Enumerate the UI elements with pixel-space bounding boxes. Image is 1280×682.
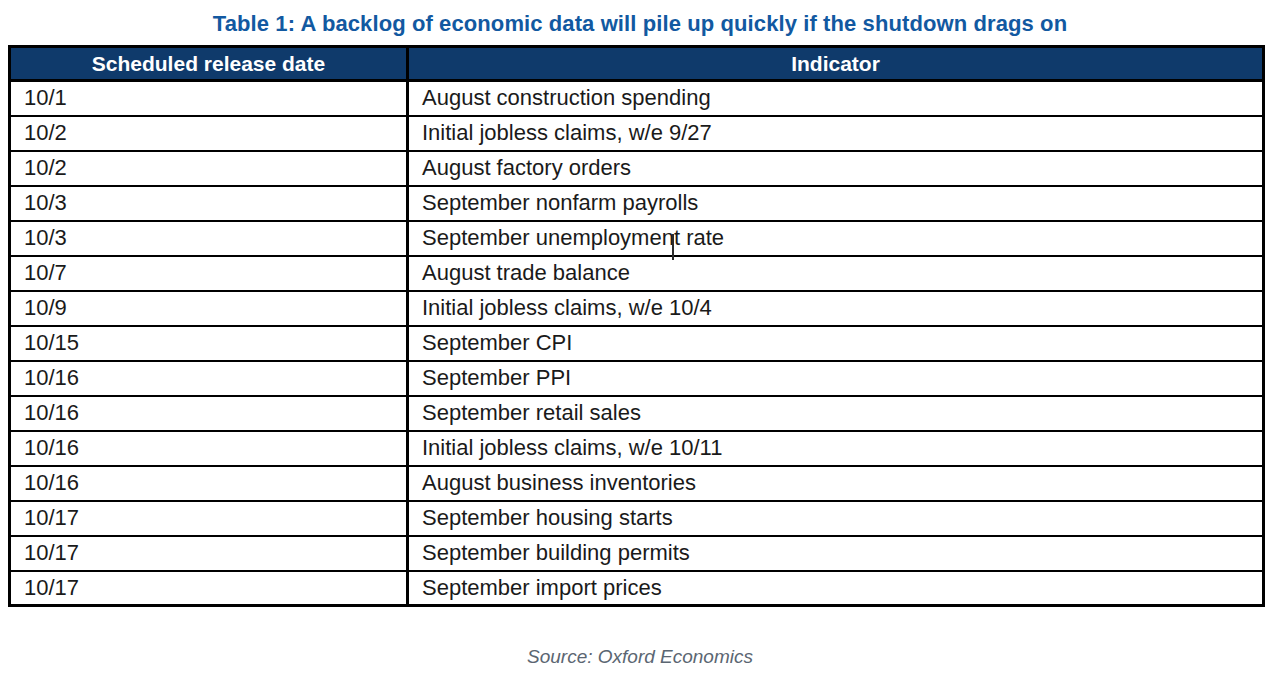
table-row: 10/16September PPI — [10, 361, 1264, 396]
release-date-cell: 10/3 — [10, 221, 408, 256]
release-date-cell: 10/2 — [10, 116, 408, 151]
table-row: 10/3September unemployment rate — [10, 221, 1264, 256]
document-page: Table 1: A backlog of economic data will… — [0, 0, 1280, 682]
indicator-cell: September import prices — [408, 571, 1264, 606]
table-row: 10/15September CPI — [10, 326, 1264, 361]
release-date-cell: 10/9 — [10, 291, 408, 326]
table-row: 10/16August business inventories — [10, 466, 1264, 501]
table-row: 10/9Initial jobless claims, w/e 10/4 — [10, 291, 1264, 326]
table-row: 10/3September nonfarm payrolls — [10, 186, 1264, 221]
indicator-cell: August business inventories — [408, 466, 1264, 501]
indicator-cell: September building permits — [408, 536, 1264, 571]
release-date-cell: 10/16 — [10, 396, 408, 431]
column-header-indicator: Indicator — [408, 47, 1264, 81]
release-date-cell: 10/1 — [10, 81, 408, 116]
indicator-cell: September retail sales — [408, 396, 1264, 431]
indicator-cell: Initial jobless claims, w/e 10/4 — [408, 291, 1264, 326]
table-row: 10/1August construction spending — [10, 81, 1264, 116]
release-date-cell: 10/7 — [10, 256, 408, 291]
indicator-cell: September CPI — [408, 326, 1264, 361]
indicator-cell: Initial jobless claims, w/e 10/11 — [408, 431, 1264, 466]
table-row: 10/2August factory orders — [10, 151, 1264, 186]
table-title: Table 1: A backlog of economic data will… — [0, 11, 1280, 37]
table-row: 10/16September retail sales — [10, 396, 1264, 431]
table-row: 10/17September import prices — [10, 571, 1264, 606]
source-note: Source: Oxford Economics — [0, 646, 1280, 668]
release-date-cell: 10/16 — [10, 431, 408, 466]
indicator-cell: September unemployment rate — [408, 221, 1264, 256]
indicator-cell: August factory orders — [408, 151, 1264, 186]
indicator-cell: Initial jobless claims, w/e 9/27 — [408, 116, 1264, 151]
release-date-cell: 10/17 — [10, 501, 408, 536]
text-cursor-caret — [672, 234, 674, 260]
release-date-cell: 10/2 — [10, 151, 408, 186]
table-header-row: Scheduled release date Indicator — [10, 47, 1264, 81]
indicator-cell: September PPI — [408, 361, 1264, 396]
indicator-cell: September housing starts — [408, 501, 1264, 536]
release-date-cell: 10/17 — [10, 536, 408, 571]
table-body: 10/1August construction spending10/2Init… — [10, 81, 1264, 606]
indicator-cell: August construction spending — [408, 81, 1264, 116]
indicator-cell: August trade balance — [408, 256, 1264, 291]
table-row: 10/16Initial jobless claims, w/e 10/11 — [10, 431, 1264, 466]
table-row: 10/17September building permits — [10, 536, 1264, 571]
indicator-cell: September nonfarm payrolls — [408, 186, 1264, 221]
table-row: 10/7August trade balance — [10, 256, 1264, 291]
column-header-release-date: Scheduled release date — [10, 47, 408, 81]
release-date-cell: 10/16 — [10, 466, 408, 501]
release-date-cell: 10/16 — [10, 361, 408, 396]
table-row: 10/2Initial jobless claims, w/e 9/27 — [10, 116, 1264, 151]
release-date-cell: 10/3 — [10, 186, 408, 221]
release-date-cell: 10/17 — [10, 571, 408, 606]
release-date-cell: 10/15 — [10, 326, 408, 361]
table-row: 10/17September housing starts — [10, 501, 1264, 536]
release-schedule-table: Scheduled release date Indicator 10/1Aug… — [8, 45, 1265, 607]
